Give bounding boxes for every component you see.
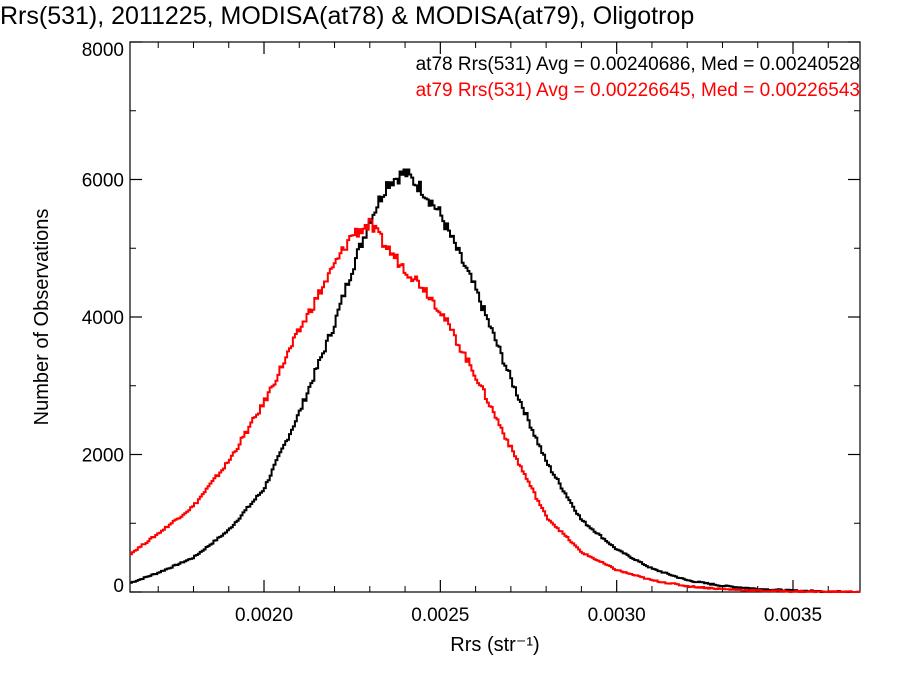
y-tick-label: 8000 [82,40,124,61]
axis-ticks [130,41,860,593]
y-tick-label: 4000 [82,308,124,329]
series-line-at78 [130,168,861,593]
y-tick-label: 0 [113,576,124,597]
x-tick-label: 0.0020 [235,605,293,626]
plot-frame [129,41,861,593]
y-axis-label: Number of Observations [31,209,53,426]
legend-entry-at79: at79 Rrs(531) Avg = 0.00226645, Med = 0.… [416,80,860,101]
x-tick-label: 0.0025 [411,605,469,626]
chart-title: Rrs(531), 2011225, MODISA(at78) & MODISA… [0,2,694,30]
histogram-series [130,168,861,593]
y-tick-label: 6000 [82,171,124,192]
legend-entry-at78: at78 Rrs(531) Avg = 0.00240686, Med = 0.… [416,54,860,75]
x-tick-label: 0.0030 [588,605,646,626]
y-tick-label: 2000 [82,446,124,467]
x-tick-label: 0.0035 [764,605,822,626]
axis-tick-labels: 0 2000 4000 6000 8000 0.0020 0.0025 0.0030 0.003… [82,40,822,626]
x-axis-label: Rrs (str⁻¹) [450,634,539,656]
series-line-at79 [130,217,861,593]
